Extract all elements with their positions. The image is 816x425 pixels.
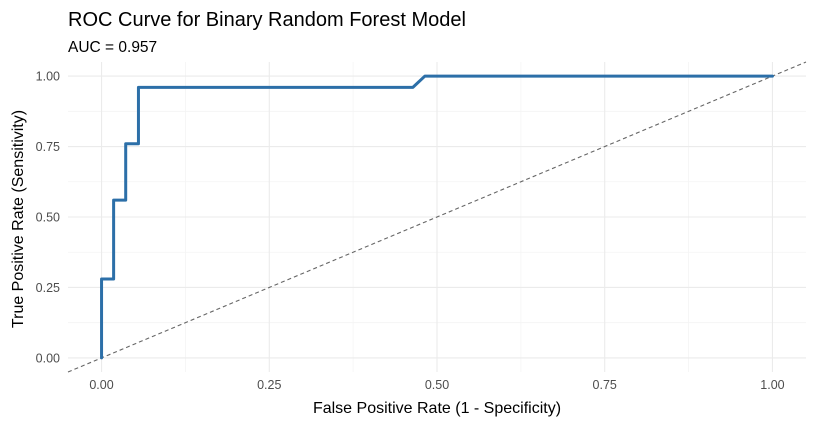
y-tick-label: 0.25 — [36, 281, 60, 295]
x-axis-title: False Positive Rate (1 - Specificity) — [313, 400, 561, 417]
tick-layer: 0.00 0.25 0.50 0.75 1.00 0.00 0.25 0.50 0.75 1.00 — [36, 70, 785, 392]
x-tick-label: 0.25 — [257, 378, 281, 392]
y-tick-label: 1.00 — [36, 70, 60, 84]
roc-curve-line — [100, 74, 774, 360]
x-tick-label: 0.75 — [593, 378, 617, 392]
reference-diagonal-line — [67, 61, 807, 373]
x-tick-label: 1.00 — [760, 378, 784, 392]
y-tick-label: 0.50 — [36, 211, 60, 225]
series-layer — [67, 61, 807, 373]
x-tick-label: 0.50 — [425, 378, 449, 392]
y-tick-label: 0.00 — [36, 351, 60, 365]
chart-subtitle: AUC = 0.957 — [68, 39, 157, 56]
chart-title: ROC Curve for Binary Random Forest Model — [68, 9, 466, 31]
y-axis-title: True Positive Rate (Sensitivity) — [10, 110, 27, 328]
x-tick-label: 0.00 — [89, 378, 113, 392]
y-tick-label: 0.75 — [36, 140, 60, 154]
